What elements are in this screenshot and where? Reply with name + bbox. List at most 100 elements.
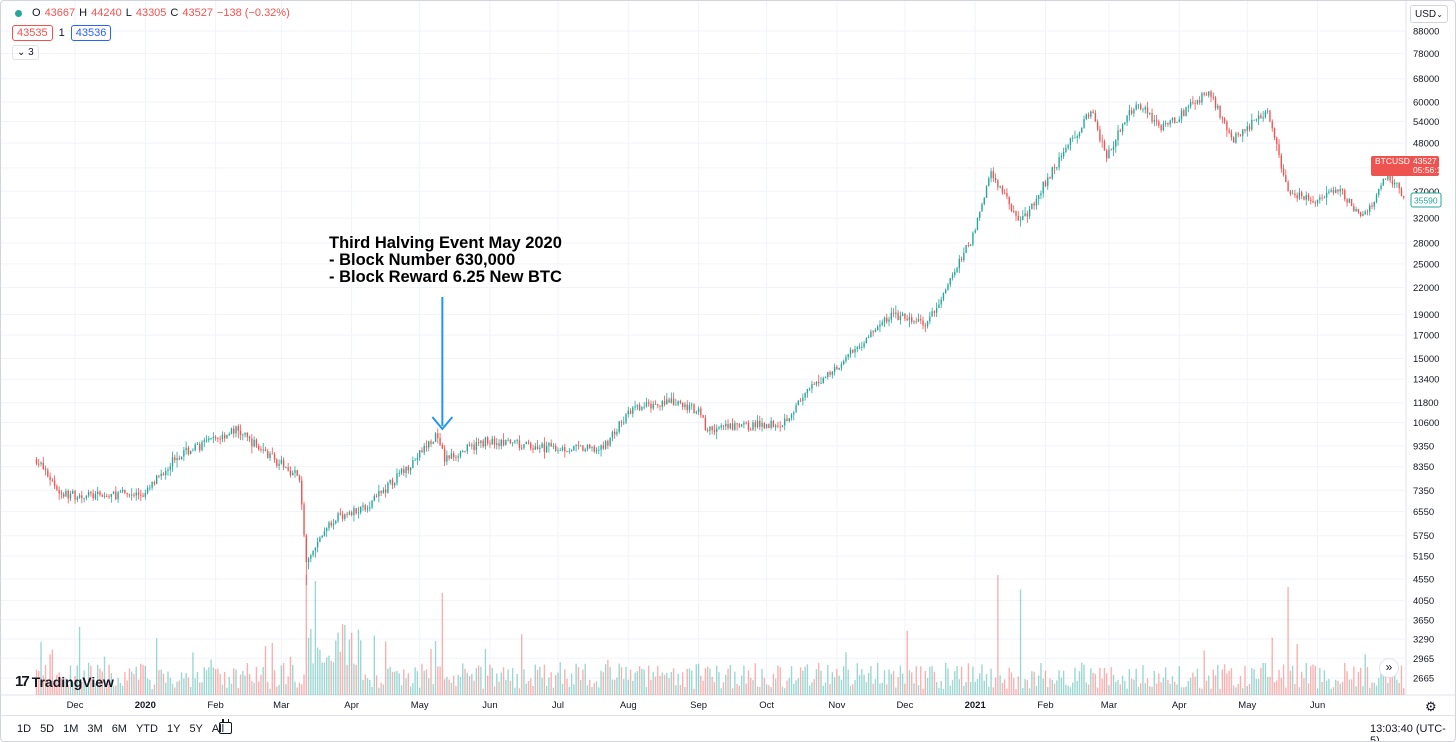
x-tick-label: Dec <box>896 700 913 711</box>
candle-body <box>545 445 548 452</box>
volume-bar <box>142 664 144 695</box>
candle-body <box>681 402 684 408</box>
volume-bar <box>1359 667 1362 695</box>
range-1m[interactable]: 1M <box>63 723 79 735</box>
volume-bar <box>394 671 396 695</box>
volume-bar <box>1217 664 1219 695</box>
range-1d[interactable]: 1D <box>17 723 32 735</box>
volume-bar <box>688 668 691 695</box>
volume-bar <box>990 668 992 695</box>
chart-settings-icon[interactable]: ⚙ <box>1425 699 1437 714</box>
volume-bar <box>827 665 829 695</box>
indicators-toggle[interactable]: ⌄ 3 <box>12 45 39 60</box>
candle-body <box>564 447 566 452</box>
candle-body <box>616 431 618 435</box>
volume-bar <box>759 686 761 695</box>
volume-bar <box>938 688 940 695</box>
candle-body <box>1083 119 1085 128</box>
volume-bar <box>1176 684 1178 695</box>
volume-bar <box>609 667 611 695</box>
volume-bar <box>296 687 298 695</box>
secondary-price-tag <box>1410 192 1442 208</box>
volume-bar <box>1024 679 1026 695</box>
volume-bar <box>1362 686 1364 695</box>
volume-bar <box>1196 668 1199 695</box>
candle-body <box>183 450 185 457</box>
range-5d[interactable]: 5D <box>40 723 55 735</box>
volume-bar <box>1006 688 1008 695</box>
tradingview-logo[interactable]: 17 TradingView <box>15 673 114 690</box>
volume-bar <box>870 666 872 695</box>
volume-bar <box>564 669 566 695</box>
volume-bar <box>718 672 720 695</box>
candle-body <box>881 322 883 325</box>
range-3m[interactable]: 3M <box>87 723 103 735</box>
currency-select[interactable]: USD ⌄ <box>1410 5 1448 23</box>
range-5y[interactable]: 5Y <box>189 723 203 735</box>
y-tick-label: 5150 <box>1413 552 1434 563</box>
y-tick-label: 68000 <box>1413 74 1439 85</box>
volume-bar <box>1137 686 1140 695</box>
volume-bar <box>1053 683 1056 695</box>
volume-bar <box>1047 687 1049 695</box>
volume-bar <box>1164 667 1167 695</box>
candle-body <box>901 313 904 316</box>
bid-button[interactable]: 43535 <box>12 25 53 41</box>
candle-body <box>1339 189 1341 192</box>
candle-body <box>867 337 870 339</box>
candle-body <box>394 483 396 486</box>
y-tick-label: 7350 <box>1413 486 1434 497</box>
volume-bar <box>382 684 385 695</box>
volume-bar <box>706 666 709 695</box>
volume-bar <box>1312 664 1314 695</box>
volume-bar <box>1242 688 1244 695</box>
volume-bar <box>545 685 548 695</box>
candle-body <box>72 491 74 494</box>
candle-body <box>180 456 183 460</box>
volume-bar <box>822 685 824 695</box>
range-all[interactable]: All <box>211 723 225 735</box>
calendar-icon[interactable] <box>219 719 232 734</box>
candle-body <box>371 500 373 508</box>
volume-bar <box>60 678 63 695</box>
candle-body <box>586 444 589 450</box>
candle-body <box>185 447 187 451</box>
volume-bar <box>863 674 865 695</box>
volume-bar <box>602 672 605 695</box>
halving-annotation: Third Halving Event May 2020 - Block Num… <box>329 235 562 286</box>
candle-body <box>486 437 489 444</box>
volume-bar <box>765 684 768 695</box>
volume-bar <box>1112 674 1115 695</box>
candle-body <box>298 475 301 481</box>
volume-bar <box>774 678 777 695</box>
volume-bar <box>1310 665 1312 695</box>
ask-button[interactable]: 43536 <box>70 25 112 41</box>
volume-bar <box>187 677 190 695</box>
candle-body <box>731 423 734 430</box>
candle-body <box>473 444 475 450</box>
scroll-to-realtime-button[interactable]: » <box>1379 658 1399 678</box>
price-chart[interactable]: 8800078000680006000054000480004200037000… <box>1 1 1455 715</box>
volume-bar <box>1155 683 1158 695</box>
range-6m[interactable]: 6M <box>111 723 127 735</box>
volume-bar <box>561 683 564 695</box>
indicators-count: 3 <box>28 47 34 58</box>
candle-body <box>892 312 895 314</box>
range-1y[interactable]: 1Y <box>166 723 181 735</box>
candle-body <box>657 404 659 406</box>
volume-bar <box>516 673 518 695</box>
range-ytd[interactable]: YTD <box>135 723 158 735</box>
candle-body <box>332 523 335 526</box>
volume-bar <box>629 669 632 695</box>
volume-bar <box>543 664 546 695</box>
volume-bar <box>1253 669 1255 695</box>
clock-display[interactable]: 13:03:40 (UTC-5) <box>1370 723 1446 742</box>
volume-bar <box>1387 682 1389 695</box>
volume-bar <box>459 677 462 695</box>
volume-bar <box>391 671 394 695</box>
volume-bar <box>1403 688 1405 695</box>
candle-body <box>609 437 611 446</box>
candle-body <box>745 422 747 424</box>
candle-body <box>870 331 872 338</box>
volume-bar <box>584 663 586 695</box>
